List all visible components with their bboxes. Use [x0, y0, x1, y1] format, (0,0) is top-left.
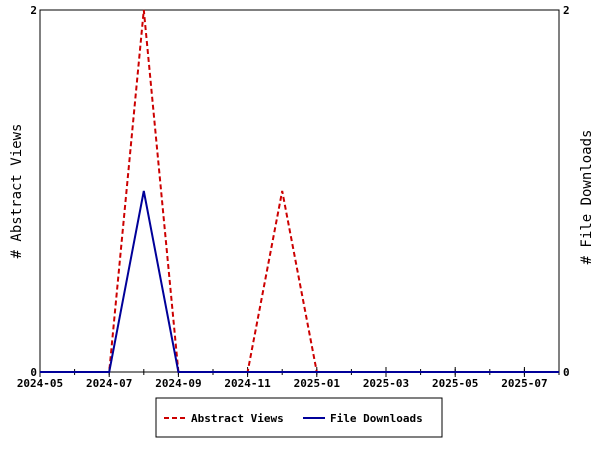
legend-box [155, 397, 443, 438]
x-tick-label: 2025-01 [294, 377, 341, 390]
x-tick-label: 2024-07 [86, 377, 132, 390]
x-tick-label: 2025-05 [432, 377, 478, 390]
legend-label-abstract-views: Abstract Views [191, 412, 284, 425]
legend: Abstract Views File Downloads [155, 397, 443, 438]
y-axis-title-right: # File Downloads [579, 130, 595, 265]
x-tick-label: 2025-07 [501, 377, 547, 390]
y-right-tick-label: 0 [563, 366, 570, 379]
x-tick-label: 2024-05 [17, 377, 63, 390]
y-left-tick-label: 0 [30, 366, 37, 379]
x-tick-label: 2024-09 [155, 377, 201, 390]
series-line-file-downloads [40, 190, 559, 373]
x-tick-label: 2024-11 [224, 377, 271, 390]
legend-label-file-downloads: File Downloads [330, 412, 423, 425]
x-tick-label: 2025-03 [363, 377, 409, 390]
series-line-abstract-views [40, 9, 559, 373]
plot-area [39, 9, 560, 373]
y-left-tick-label: 2 [30, 4, 37, 17]
y-axis-title-left: # Abstract Views [9, 124, 25, 259]
y-right-tick-label: 2 [563, 4, 570, 17]
